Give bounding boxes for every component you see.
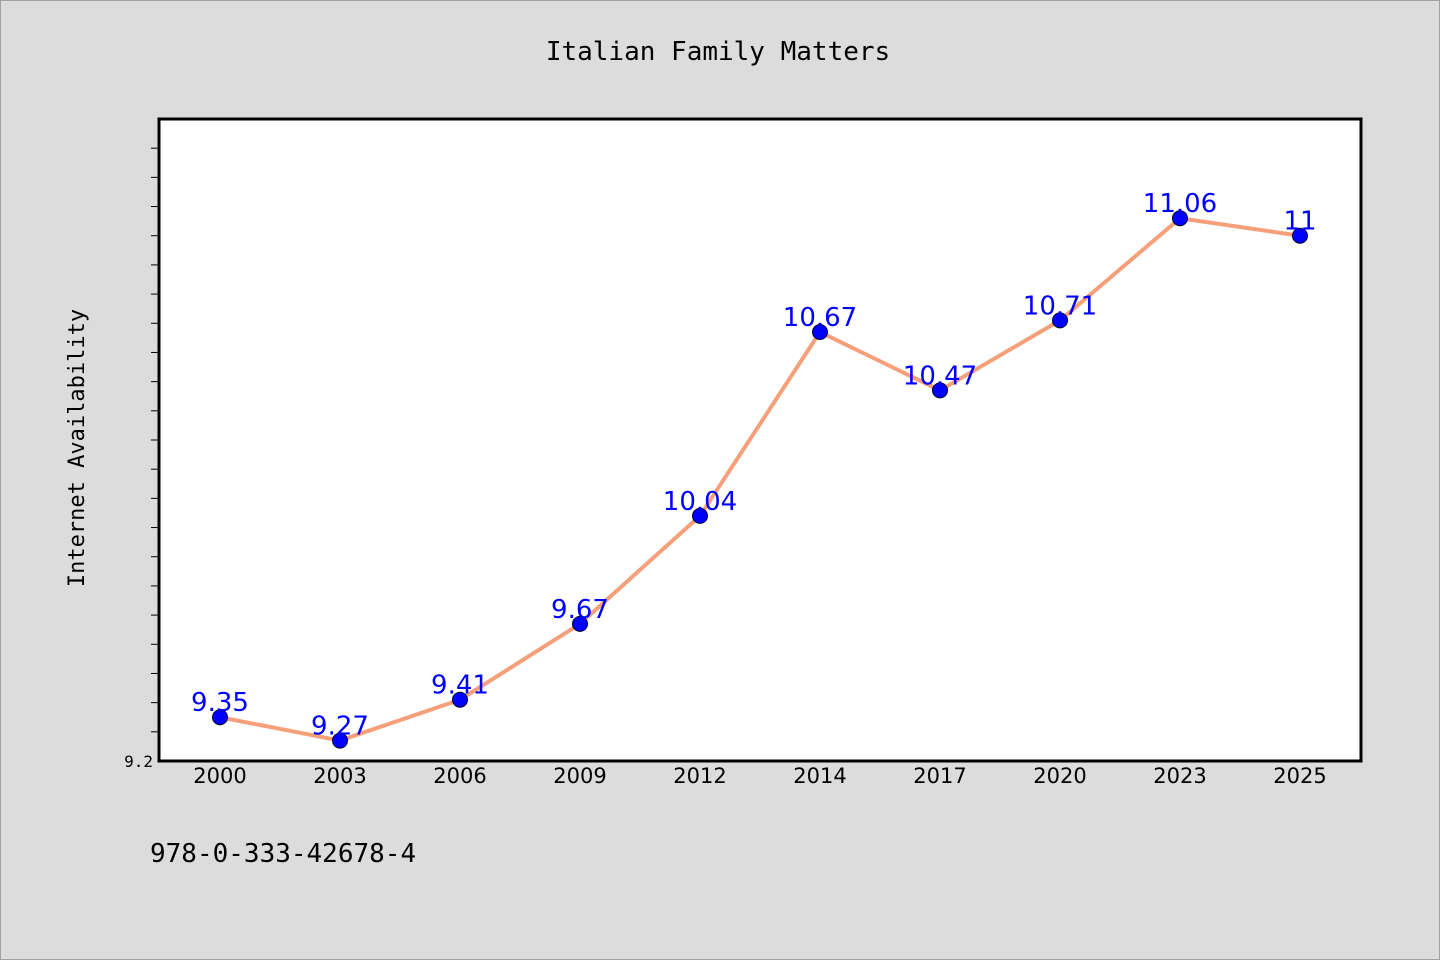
data-point	[212, 709, 228, 726]
data-label: 9.41	[431, 671, 489, 701]
x-tick-label: 2009	[553, 764, 606, 788]
series-line	[218, 216, 1302, 743]
series-lines	[218, 216, 1302, 743]
data-label: 10.47	[903, 361, 977, 391]
x-axis-tick-labels: 2000 2003 2006 2009 2012 2014 2017 2020 2023 2025	[193, 764, 1326, 788]
chart-title: Italian Family Matters	[546, 37, 890, 67]
data-point	[332, 732, 348, 749]
x-tick-label: 2003	[313, 764, 366, 788]
x-tick-label: 2006	[433, 764, 486, 788]
data-label: 10.04	[663, 487, 737, 517]
data-label: 11	[1283, 207, 1316, 237]
x-tick-label: 2017	[913, 764, 966, 788]
y-axis-ticks	[151, 147, 159, 733]
x-tick-label: 2012	[673, 764, 726, 788]
data-point	[1172, 210, 1188, 227]
data-markers	[212, 210, 1308, 749]
data-point	[452, 691, 468, 708]
x-tick-label: 2020	[1033, 764, 1086, 788]
isbn-footer: 978-0-333-42678-4	[150, 839, 416, 869]
y-axis-label: Internet Availability	[65, 309, 90, 587]
data-point	[1292, 227, 1308, 244]
x-tick-label: 2025	[1273, 764, 1326, 788]
data-labels: 9.35 9.27 9.41 9.67 10.04 10.67 10.47 10.71 11.0…	[191, 189, 1316, 741]
plot-area	[157, 117, 1363, 763]
data-label: 10.67	[783, 303, 857, 333]
x-tick-label: 2000	[193, 764, 246, 788]
data-label: 11.06	[1143, 189, 1217, 219]
data-point	[1052, 312, 1068, 329]
data-label: 9.67	[551, 595, 609, 625]
data-point	[812, 324, 828, 341]
y-tick-label: 9.2	[124, 752, 153, 771]
data-point	[932, 382, 948, 399]
x-tick-label: 2023	[1153, 764, 1206, 788]
data-label: 10.71	[1023, 291, 1097, 321]
data-point	[692, 507, 708, 524]
data-label: 9.27	[311, 712, 369, 742]
y-axis-tick-labels: 9.2	[124, 752, 153, 771]
data-label: 9.35	[191, 688, 249, 718]
data-point	[572, 615, 588, 632]
x-tick-label: 2014	[793, 764, 846, 788]
